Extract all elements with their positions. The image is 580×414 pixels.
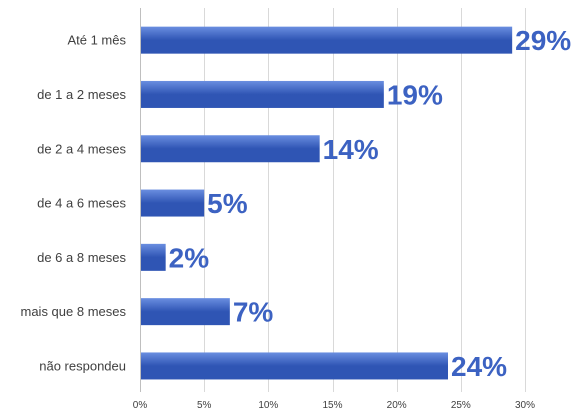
x-tick-label: 5% (197, 400, 212, 411)
x-tick-label: 20% (387, 400, 407, 411)
category-label: de 4 a 6 meses (37, 196, 126, 211)
gridlines (140, 8, 526, 392)
category-label: de 1 a 2 meses (37, 87, 126, 102)
data-label: 2% (169, 242, 210, 273)
bar (141, 352, 448, 380)
category-label: não respondeu (39, 358, 126, 373)
bar (141, 80, 384, 108)
x-tick-labels: 0% 5% 10% 15% 20% 25% 30% (133, 400, 535, 411)
data-label: 19% (387, 79, 443, 110)
data-label: 14% (323, 134, 379, 165)
category-label: de 6 a 8 meses (37, 250, 126, 265)
x-tick-label: 30% (515, 400, 535, 411)
bar (141, 298, 230, 326)
x-tick-label: 0% (133, 400, 148, 411)
data-label: 24% (451, 351, 507, 382)
bar (141, 26, 513, 54)
x-tick-label: 10% (258, 400, 278, 411)
data-labels: 29% 19% 14% 5% 2% 7% 24% (169, 25, 572, 382)
data-label: 5% (207, 188, 248, 219)
bar (141, 243, 166, 271)
x-tick-label: 15% (322, 400, 342, 411)
data-label: 29% (515, 25, 571, 56)
category-labels: Até 1 mês de 1 a 2 meses de 2 a 4 meses de … (21, 33, 127, 374)
data-label: 7% (233, 297, 274, 328)
x-tick-label: 25% (451, 400, 471, 411)
bars (141, 26, 513, 380)
category-label: de 2 a 4 meses (37, 141, 126, 156)
bar (141, 189, 205, 217)
bar (141, 135, 320, 163)
category-label: mais que 8 meses (21, 304, 127, 319)
category-label: Até 1 mês (67, 33, 126, 48)
